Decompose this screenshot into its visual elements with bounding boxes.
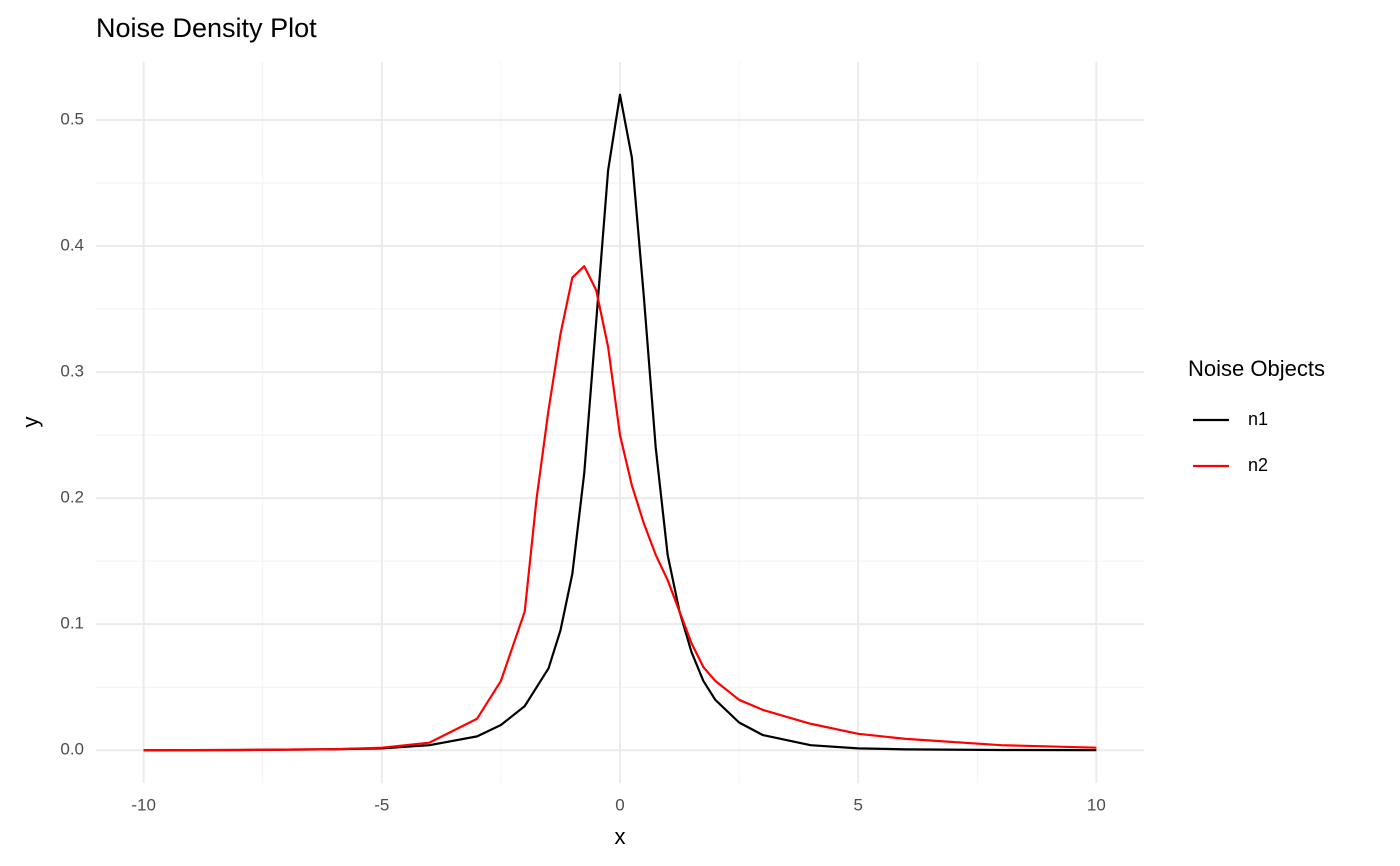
- x-tick-label: -5: [374, 795, 389, 814]
- chart-title: Noise Density Plot: [96, 13, 317, 43]
- legend-label: n2: [1248, 455, 1268, 475]
- x-tick-label: -10: [131, 795, 156, 814]
- y-axis-title: y: [18, 417, 43, 428]
- y-tick-label: 0.3: [60, 362, 84, 381]
- y-tick-label: 0.0: [60, 740, 84, 759]
- legend-title: Noise Objects: [1188, 356, 1325, 381]
- x-axis-title: x: [615, 824, 626, 849]
- x-tick-label: 5: [853, 795, 862, 814]
- legend-label: n1: [1248, 409, 1268, 429]
- y-tick-label: 0.5: [60, 109, 84, 128]
- y-tick-label: 0.4: [60, 236, 84, 255]
- y-tick-label: 0.2: [60, 488, 84, 507]
- line-series: [143, 93, 1097, 752]
- y-tick-label: 0.1: [60, 614, 84, 633]
- x-tick-label: 0: [615, 795, 624, 814]
- x-tick-label: 10: [1087, 795, 1106, 814]
- line-series: [143, 265, 1097, 752]
